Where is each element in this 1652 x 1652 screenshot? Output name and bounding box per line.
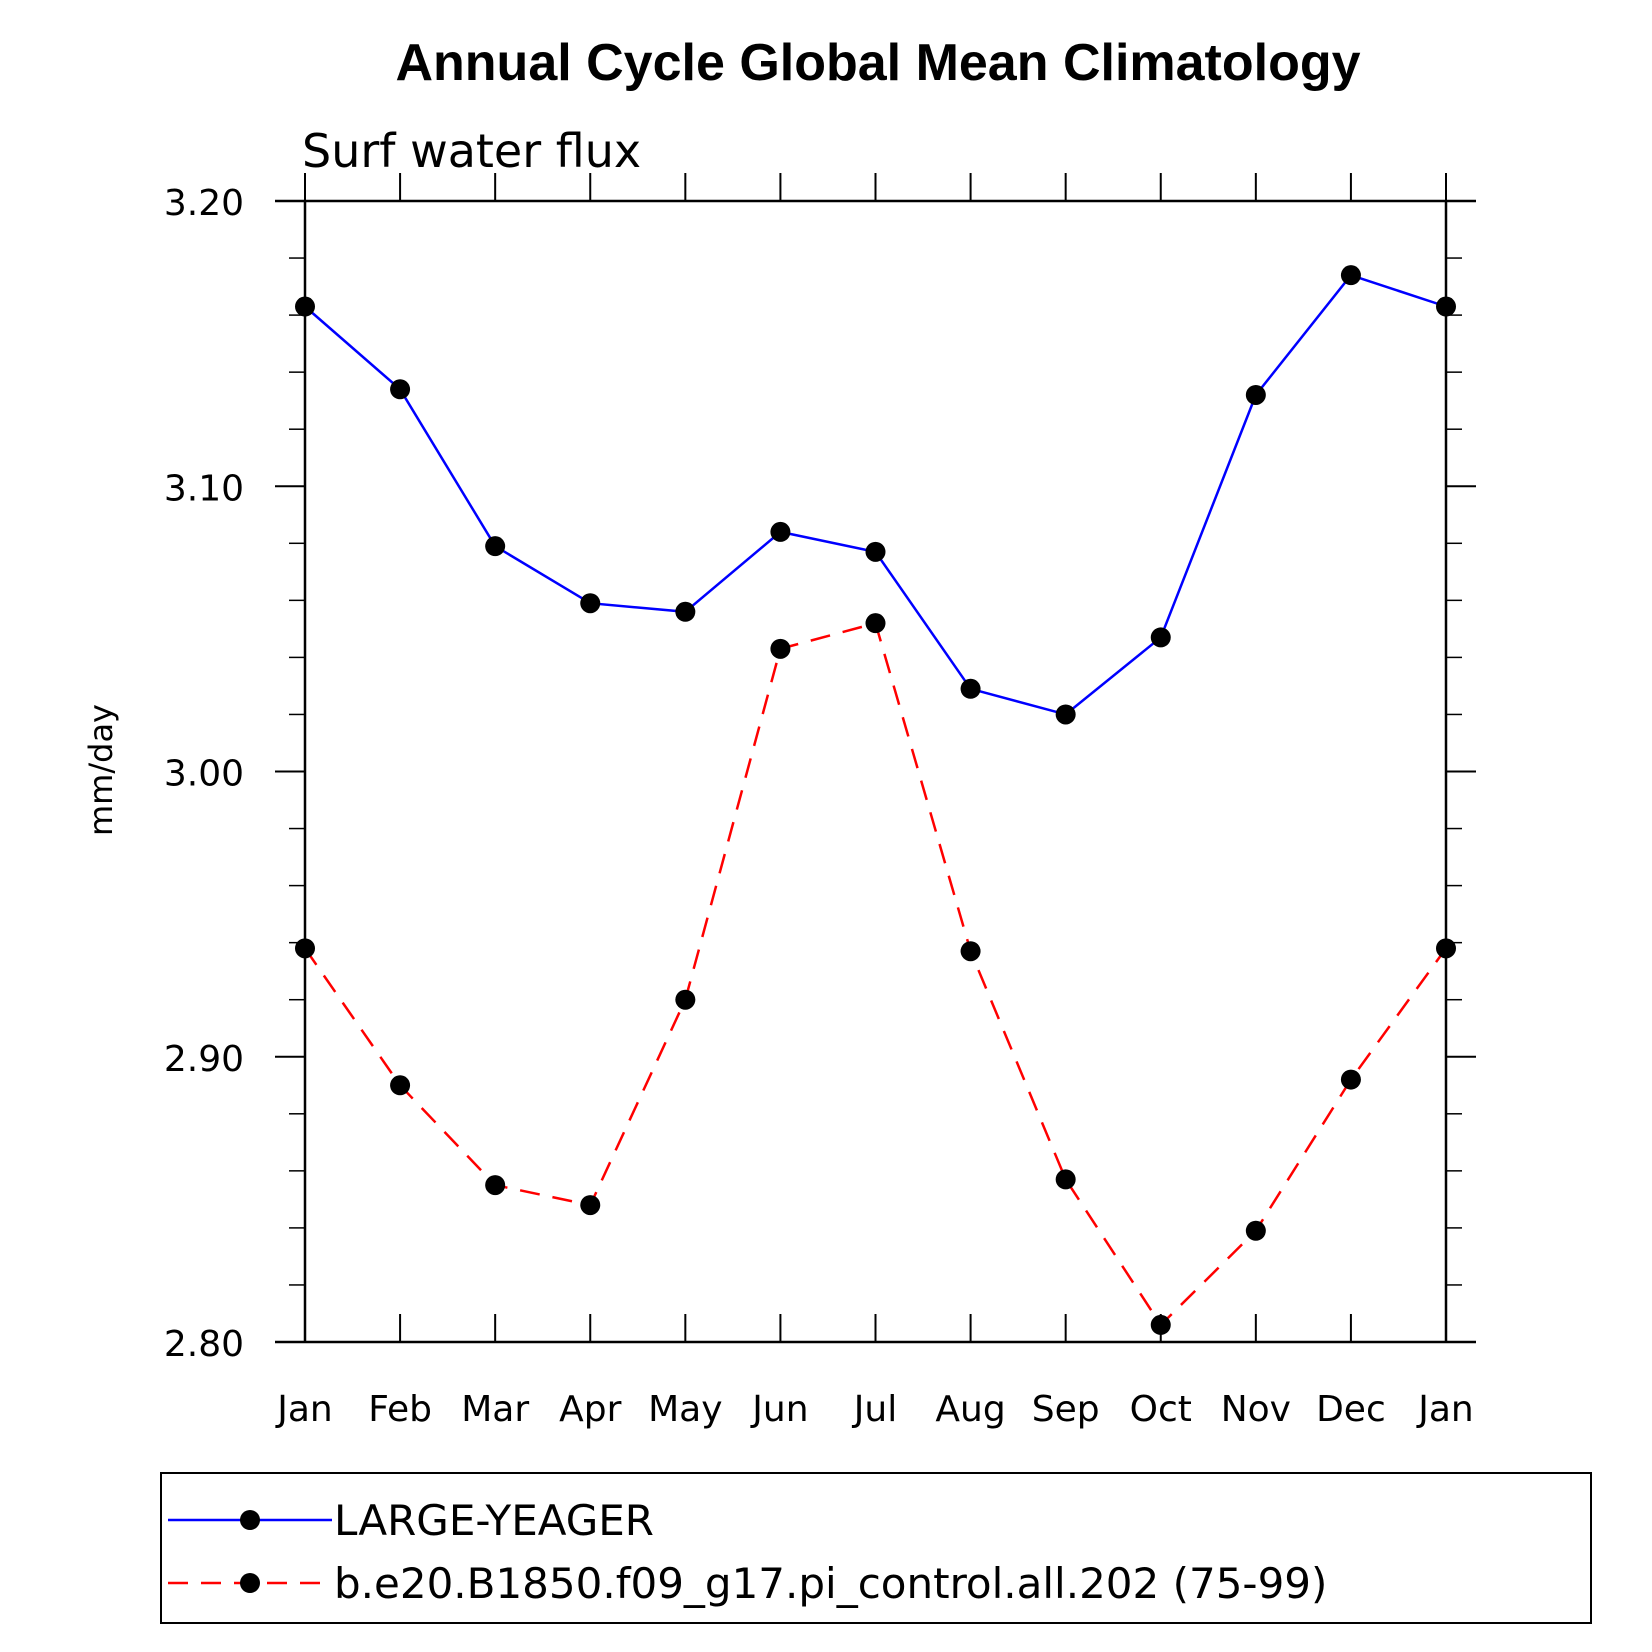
series-0-point: [1055, 704, 1076, 725]
series-1-point: [960, 941, 981, 962]
chart-subtitle: Surf water flux: [302, 124, 641, 178]
x-tick-label: Nov: [1221, 1389, 1291, 1430]
series-0-point: [485, 536, 506, 557]
series-line-1: [303, 621, 1448, 1327]
series-1-point: [1436, 938, 1456, 959]
x-tick-label: Jan: [275, 1389, 333, 1430]
series-1-point: [1340, 1069, 1361, 1090]
x-tick-label: Jul: [852, 1389, 897, 1430]
series-1-point: [485, 1175, 506, 1196]
series-1-point: [390, 1075, 411, 1096]
series-0-point: [1340, 265, 1361, 286]
series-1-point: [675, 989, 696, 1010]
series-1-point: [770, 638, 791, 659]
series-0-point: [1436, 296, 1456, 317]
series-1-point: [1150, 1314, 1171, 1335]
legend-label-pi-control: b.e20.B1850.f09_g17.pi_control.all.202 (…: [334, 1559, 1327, 1608]
series-0-point: [675, 601, 696, 622]
series-0-point: [770, 521, 791, 542]
y-axis-label: mm/day: [82, 704, 120, 836]
series-0-point: [1245, 384, 1266, 405]
legend-box: [160, 1472, 1592, 1624]
series-1-point: [580, 1195, 601, 1216]
series-0-point: [960, 678, 981, 699]
series-0-point: [580, 593, 601, 614]
series-1-point: [865, 613, 886, 634]
series-0-point: [295, 296, 315, 317]
x-tick-label: May: [648, 1389, 722, 1430]
legend-label-large-yeager: LARGE-YEAGER: [334, 1496, 654, 1545]
x-tick-label: Oct: [1130, 1389, 1192, 1430]
y-tick-label: 3.10: [164, 468, 244, 509]
series-0-point: [390, 379, 411, 400]
series-0-point: [865, 541, 886, 562]
series-1-point: [295, 938, 315, 959]
x-tick-label: Jan: [1416, 1389, 1474, 1430]
axes: Jan Feb Mar Apr May Jun Jul Aug Sep Oct Nov Dec Jan 2…: [164, 173, 1476, 1430]
x-tick-label: Feb: [368, 1389, 432, 1430]
series-line-0: [304, 273, 1447, 716]
x-tick-label: Aug: [935, 1389, 1005, 1430]
y-tick-label: 2.90: [164, 1039, 244, 1080]
x-tick-label: Mar: [461, 1389, 529, 1430]
x-tick-label: Dec: [1316, 1389, 1386, 1430]
y-tick-label: 3.00: [164, 754, 244, 795]
series-layer: [295, 265, 1456, 1335]
x-tick-label: Sep: [1032, 1389, 1100, 1430]
chart-title: Annual Cycle Global Mean Climatology: [395, 34, 1360, 92]
y-tick-label: 2.80: [164, 1324, 244, 1365]
series-0-point: [1150, 627, 1171, 648]
series-1-point: [1245, 1220, 1266, 1241]
legend: LARGE-YEAGER b.e20.B1850.f09_g17.pi_cont…: [160, 1472, 1592, 1624]
legend-marker-large-yeager: [240, 1510, 260, 1530]
legend-marker-pi-control: [240, 1573, 260, 1593]
series-1-point: [1055, 1169, 1076, 1190]
y-tick-label: 3.20: [164, 183, 244, 224]
x-tick-label: Jun: [750, 1389, 808, 1430]
x-tick-label: Apr: [559, 1389, 621, 1430]
